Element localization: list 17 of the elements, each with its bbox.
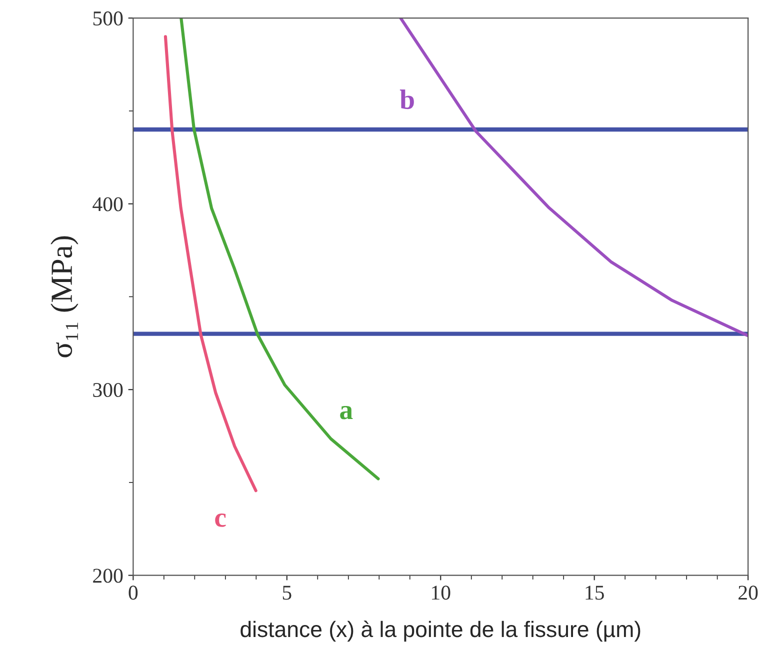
y-tick-label: 200 xyxy=(93,568,123,583)
y-axis-title: σ₁₁ (MPa) xyxy=(50,236,78,358)
x-tick-label: 10 xyxy=(432,586,450,600)
y-tick-label: 300 xyxy=(93,382,123,398)
series-label: a xyxy=(340,406,353,420)
y-tick-label: 500 xyxy=(93,11,123,26)
x-tick-label: 15 xyxy=(586,586,604,600)
y-tick-label: 400 xyxy=(92,197,123,212)
line-series xyxy=(399,18,748,338)
line-series xyxy=(164,35,258,492)
x-axis-title: distance (x) à la pointe de la fissure (µm) xyxy=(240,620,640,642)
x-tick-label: 0 xyxy=(128,586,138,600)
line-series xyxy=(180,18,380,480)
x-tick-label: 20 xyxy=(738,586,758,600)
series-label: c xyxy=(215,513,226,527)
x-tick-label: 5 xyxy=(282,586,292,600)
series-label: b xyxy=(400,90,414,110)
